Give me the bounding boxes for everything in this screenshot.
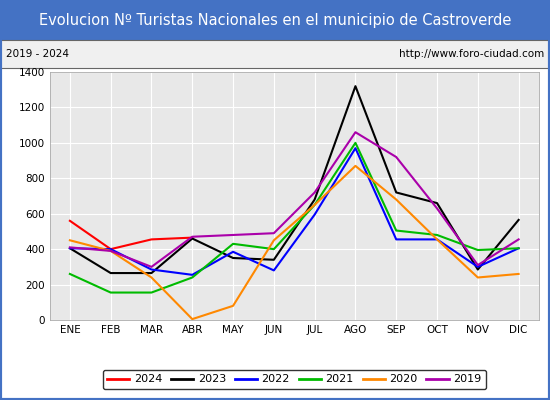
Text: 2019 - 2024: 2019 - 2024 [6, 49, 69, 59]
Legend: 2024, 2023, 2022, 2021, 2020, 2019: 2024, 2023, 2022, 2021, 2020, 2019 [103, 370, 486, 389]
Text: Evolucion Nº Turistas Nacionales en el municipio de Castroverde: Evolucion Nº Turistas Nacionales en el m… [39, 12, 511, 28]
Text: http://www.foro-ciudad.com: http://www.foro-ciudad.com [399, 49, 544, 59]
